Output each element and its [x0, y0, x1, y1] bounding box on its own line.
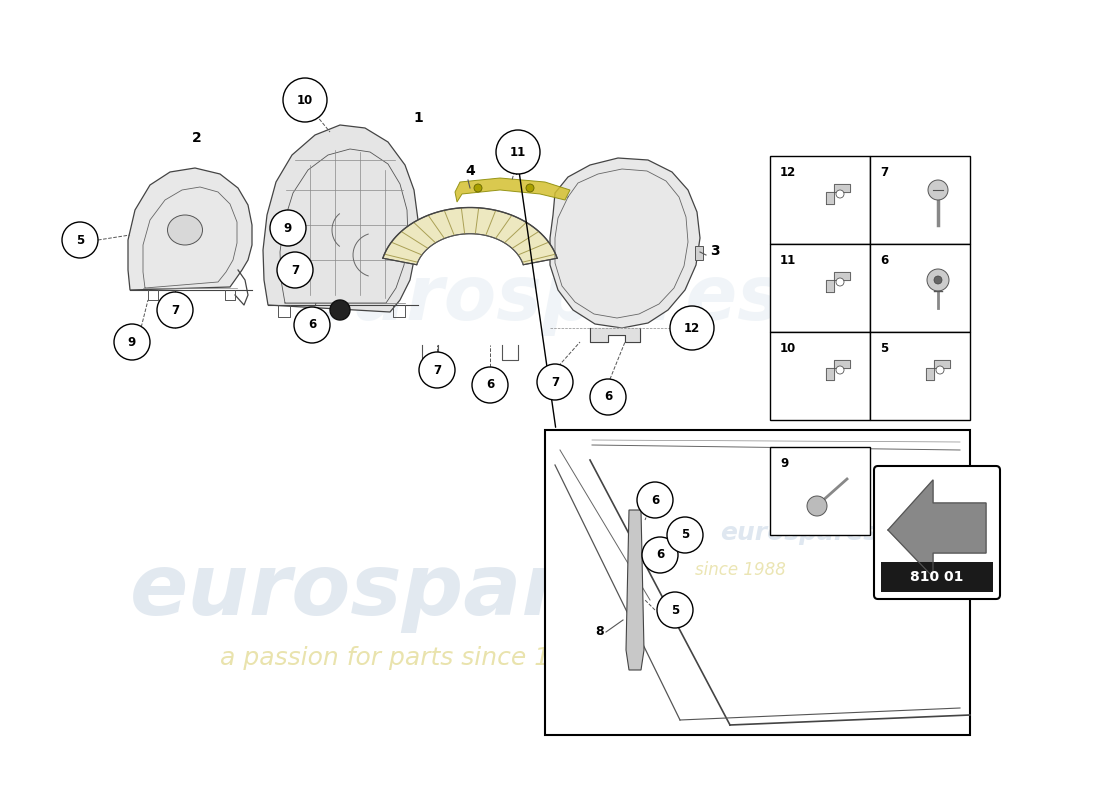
- Circle shape: [62, 222, 98, 258]
- Text: 6: 6: [308, 318, 316, 331]
- Text: 5: 5: [76, 234, 84, 246]
- Bar: [881, 562, 993, 592]
- Circle shape: [807, 496, 827, 516]
- Text: 9: 9: [128, 335, 136, 349]
- Polygon shape: [826, 272, 850, 292]
- Text: 6: 6: [880, 254, 889, 267]
- Circle shape: [270, 210, 306, 246]
- Circle shape: [670, 306, 714, 350]
- Polygon shape: [263, 125, 418, 312]
- Circle shape: [472, 367, 508, 403]
- Text: 7: 7: [433, 363, 441, 377]
- FancyBboxPatch shape: [874, 466, 1000, 599]
- Text: 6: 6: [486, 378, 494, 391]
- Text: eurospares: eurospares: [130, 550, 674, 633]
- Text: 9: 9: [780, 457, 789, 470]
- Circle shape: [590, 379, 626, 415]
- Text: 11: 11: [510, 146, 526, 158]
- Circle shape: [526, 184, 534, 192]
- Bar: [870, 244, 970, 332]
- Circle shape: [330, 300, 350, 320]
- Text: 7: 7: [170, 303, 179, 317]
- Text: 7: 7: [880, 166, 888, 179]
- Text: since 1988: since 1988: [695, 561, 785, 579]
- Polygon shape: [926, 360, 950, 380]
- Bar: [695, 246, 703, 260]
- Circle shape: [157, 292, 192, 328]
- Polygon shape: [590, 328, 640, 342]
- Polygon shape: [888, 480, 986, 577]
- Bar: [770, 332, 870, 420]
- Circle shape: [114, 324, 150, 360]
- Bar: [770, 156, 870, 244]
- Circle shape: [419, 352, 455, 388]
- Text: 3: 3: [710, 244, 719, 258]
- Text: 6: 6: [604, 390, 612, 403]
- Circle shape: [277, 252, 313, 288]
- Circle shape: [537, 364, 573, 400]
- Bar: [870, 156, 970, 244]
- Text: 2: 2: [192, 131, 201, 145]
- Ellipse shape: [167, 215, 202, 245]
- Polygon shape: [626, 510, 644, 670]
- Text: 9: 9: [284, 222, 293, 234]
- Text: 810 01: 810 01: [911, 570, 964, 584]
- Circle shape: [642, 537, 678, 573]
- Polygon shape: [826, 184, 850, 204]
- Text: 6: 6: [651, 494, 659, 506]
- Text: 5: 5: [671, 603, 679, 617]
- Circle shape: [936, 366, 944, 374]
- Text: eurospares: eurospares: [300, 262, 783, 336]
- Bar: [544, 430, 970, 735]
- Circle shape: [474, 184, 482, 192]
- Polygon shape: [128, 168, 252, 290]
- Polygon shape: [826, 360, 850, 380]
- Circle shape: [637, 482, 673, 518]
- Text: 4: 4: [465, 164, 475, 178]
- Text: 5: 5: [880, 342, 889, 355]
- Circle shape: [927, 269, 949, 291]
- Text: 11: 11: [780, 254, 796, 267]
- Polygon shape: [550, 158, 700, 328]
- Bar: [770, 447, 870, 535]
- Text: 5: 5: [681, 529, 689, 542]
- Text: 12: 12: [780, 166, 796, 179]
- Circle shape: [836, 278, 844, 286]
- Circle shape: [928, 180, 948, 200]
- Text: a passion for parts since 1988: a passion for parts since 1988: [220, 646, 597, 670]
- Circle shape: [836, 366, 844, 374]
- Circle shape: [496, 130, 540, 174]
- Text: 10: 10: [780, 342, 796, 355]
- Circle shape: [934, 276, 942, 284]
- Polygon shape: [455, 178, 570, 202]
- Text: 6: 6: [656, 549, 664, 562]
- Polygon shape: [383, 207, 558, 265]
- Text: 12: 12: [684, 322, 700, 334]
- Bar: [770, 244, 870, 332]
- Text: 10: 10: [297, 94, 313, 106]
- Circle shape: [836, 190, 844, 198]
- Text: 7: 7: [290, 263, 299, 277]
- Text: eurospares: eurospares: [720, 521, 878, 545]
- Bar: [870, 332, 970, 420]
- Circle shape: [667, 517, 703, 553]
- Circle shape: [294, 307, 330, 343]
- Text: 1: 1: [412, 111, 422, 125]
- Text: 8: 8: [595, 625, 604, 638]
- Circle shape: [657, 592, 693, 628]
- Text: 7: 7: [551, 375, 559, 389]
- Circle shape: [283, 78, 327, 122]
